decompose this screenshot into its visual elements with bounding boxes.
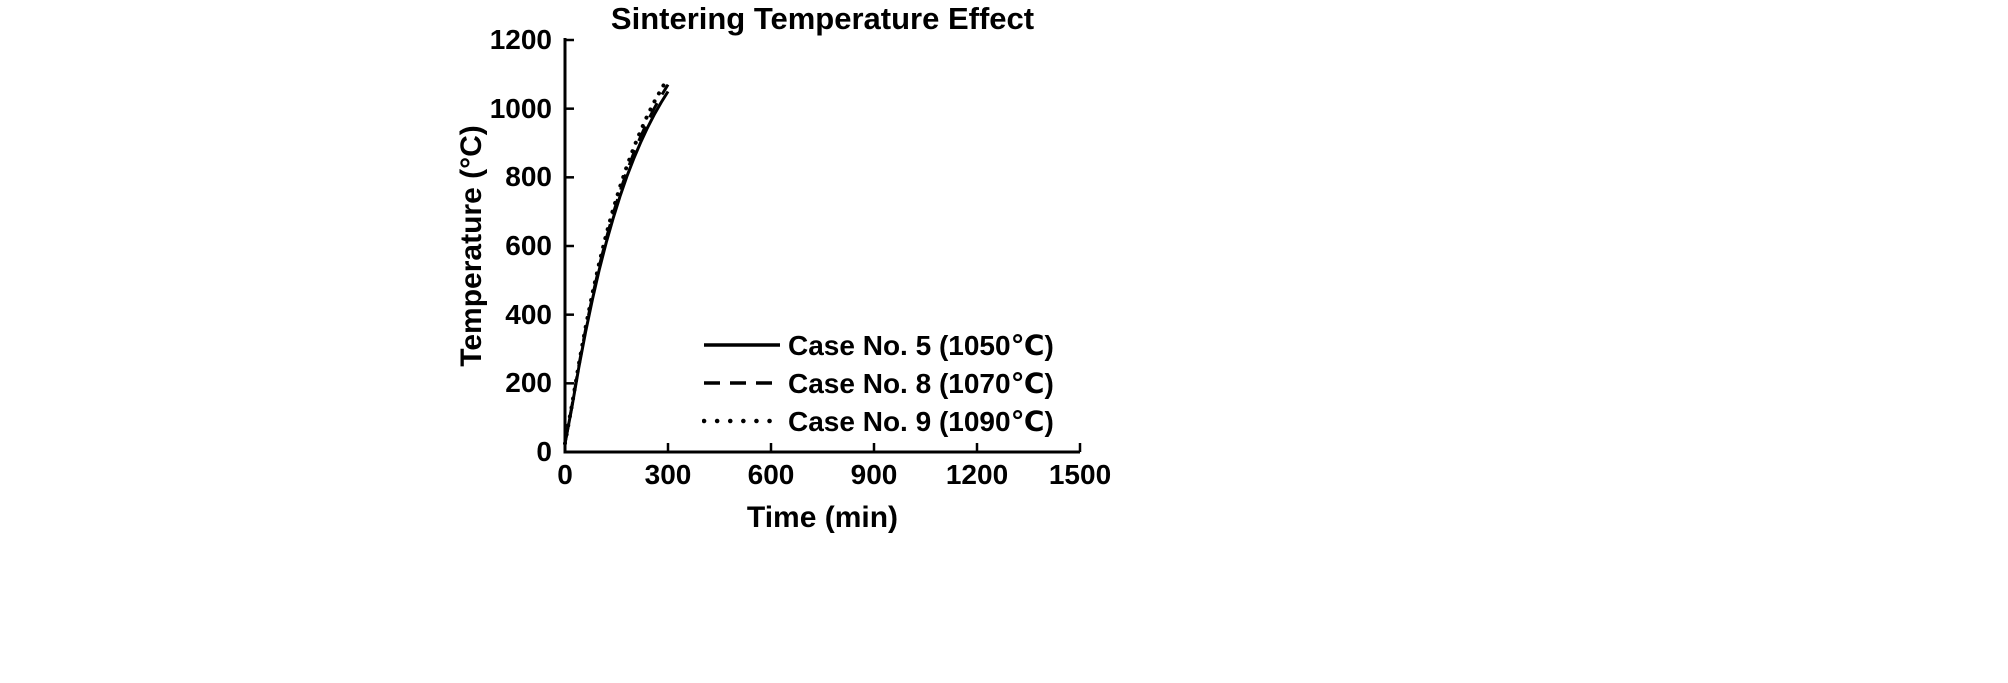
series-line-solid xyxy=(563,90,670,444)
legend-line-sample xyxy=(702,418,782,424)
y-tick-label: 600 xyxy=(505,230,552,261)
x-tick-label: 1200 xyxy=(945,459,1009,490)
x-tick-label: 300 xyxy=(644,459,692,490)
series-line-dashed xyxy=(563,83,670,444)
x-tick-label: 600 xyxy=(747,459,795,490)
y-tick-label: 800 xyxy=(505,161,552,193)
legend-line-sample xyxy=(704,343,780,347)
y-tick-label: 200 xyxy=(505,367,552,399)
x-tick-label: 0 xyxy=(557,459,573,490)
chart-title: Sintering Temperature Effect xyxy=(610,1,1035,36)
legend-item: Case No. 5 (1050℃) xyxy=(702,326,1054,364)
legend: Case No. 5 (1050℃) Case No. 8 (1070℃) Case… xyxy=(702,326,1054,440)
y-axis-label: Temperature (°C) xyxy=(455,125,488,367)
legend-item: Case No. 9 (1090℃) xyxy=(702,402,1054,440)
series-line-dotted xyxy=(563,75,670,446)
y-tick-label: 0 xyxy=(536,436,552,467)
y-tick-label: 400 xyxy=(505,298,552,330)
x-tick-label: 900 xyxy=(850,459,898,490)
legend-item: Case No. 8 (1070℃) xyxy=(702,364,1054,402)
legend-label: Case No. 5 (1050℃) xyxy=(788,329,1054,361)
x-axis-label: Time (min) xyxy=(746,501,899,534)
y-tick-label: 1200 xyxy=(489,24,552,55)
legend-label: Case No. 8 (1070℃) xyxy=(788,367,1054,399)
x-tick-label: 1500 xyxy=(1048,459,1112,490)
legend-line-sample xyxy=(704,381,780,385)
y-tick-label: 1000 xyxy=(489,92,552,124)
legend-label: Case No. 9 (1090℃) xyxy=(788,405,1054,437)
